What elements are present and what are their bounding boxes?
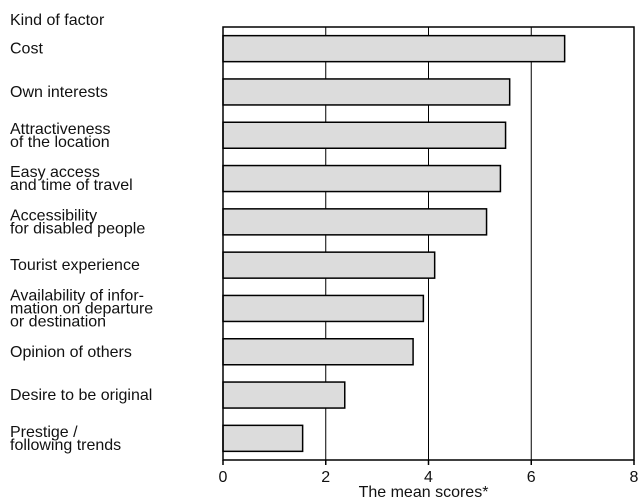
bar bbox=[222, 251, 436, 279]
category-label: Tourist experience bbox=[10, 257, 140, 274]
bar bbox=[222, 164, 502, 193]
category-label: Availability of infor-mation on departur… bbox=[10, 287, 153, 330]
bar bbox=[222, 381, 346, 409]
category-label: Own interests bbox=[10, 84, 108, 101]
bar bbox=[222, 424, 304, 453]
x-tick-label: 0 bbox=[219, 469, 228, 486]
category-label-line: and time of travel bbox=[10, 177, 133, 194]
category-labels: Cost Own interests Attractiveness of the lo… bbox=[10, 41, 153, 454]
category-label: Prestige / following trends bbox=[10, 424, 121, 454]
bar-group bbox=[222, 34, 566, 453]
bar bbox=[222, 338, 414, 366]
category-label: Attractiveness of the location bbox=[10, 121, 110, 151]
category-label-line: Accessibility bbox=[10, 207, 97, 224]
category-label-line: Cost bbox=[10, 41, 43, 58]
x-tick-label: 4 bbox=[424, 469, 433, 486]
category-label-line: Tourist experience bbox=[10, 257, 140, 274]
bar bbox=[222, 34, 566, 63]
category-label-line: Availability of infor- bbox=[10, 287, 144, 304]
category-label: Cost bbox=[10, 41, 43, 58]
x-tick-label: 6 bbox=[527, 469, 536, 486]
category-label-line: Desire to be original bbox=[10, 387, 152, 404]
x-tick-label: 8 bbox=[630, 469, 638, 486]
category-label-line: for disabled people bbox=[10, 220, 145, 237]
category-label-line: Opinion of others bbox=[10, 344, 132, 361]
category-label-line: Prestige / bbox=[10, 424, 78, 441]
bar bbox=[222, 294, 425, 323]
category-label-line: Easy access bbox=[10, 164, 100, 181]
category-label-line: Attractiveness bbox=[10, 121, 110, 138]
bar bbox=[222, 208, 488, 236]
bar bbox=[222, 78, 511, 106]
category-label: Desire to be original bbox=[10, 387, 152, 404]
bar bbox=[222, 121, 507, 149]
category-label-line: of the location bbox=[10, 134, 110, 151]
category-label: Accessibility for disabled people bbox=[10, 207, 145, 237]
category-label: Opinion of others bbox=[10, 344, 132, 361]
category-label: Easy access and time of travel bbox=[10, 164, 133, 194]
category-label-line: Own interests bbox=[10, 84, 108, 101]
category-label-line: mation on departure bbox=[10, 300, 153, 317]
x-axis-ticks: 0 2 4 6 8 bbox=[219, 460, 638, 486]
x-axis-title: The mean scores* bbox=[359, 484, 489, 501]
category-label-line: following trends bbox=[10, 437, 121, 454]
x-tick-label: 2 bbox=[321, 469, 330, 486]
category-header: Kind of factor bbox=[10, 12, 105, 29]
category-label-line: or destination bbox=[10, 313, 106, 330]
plot-frame bbox=[222, 26, 635, 461]
